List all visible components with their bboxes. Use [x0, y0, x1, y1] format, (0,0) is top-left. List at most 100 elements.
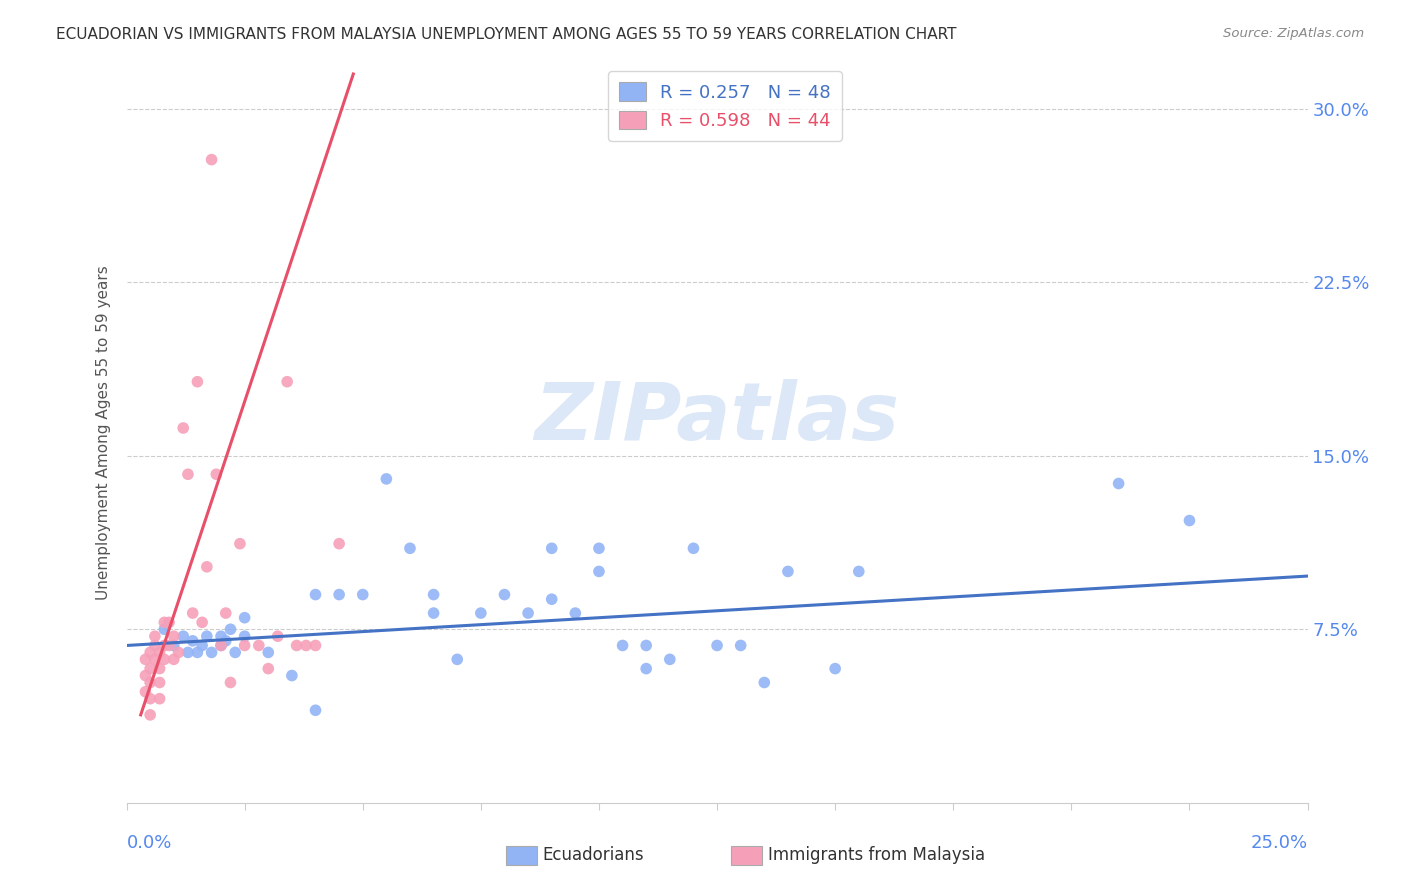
Point: [219, 622, 242, 636]
Point: [167, 645, 190, 659]
Point: [328, 588, 350, 602]
Point: [304, 703, 326, 717]
Point: [540, 592, 562, 607]
Point: [200, 153, 222, 167]
Point: [153, 622, 176, 636]
Point: [177, 467, 200, 482]
Point: [588, 541, 610, 556]
Text: ZIPatlas: ZIPatlas: [534, 379, 900, 457]
Point: [200, 645, 222, 659]
Point: [422, 606, 444, 620]
Legend: R = 0.257   N = 48, R = 0.598   N = 44: R = 0.257 N = 48, R = 0.598 N = 44: [607, 71, 842, 141]
Point: [682, 541, 704, 556]
Point: [139, 675, 162, 690]
Point: [143, 629, 166, 643]
Point: [267, 629, 290, 643]
Point: [215, 633, 238, 648]
Y-axis label: Unemployment Among Ages 55 to 59 years: Unemployment Among Ages 55 to 59 years: [96, 265, 111, 600]
Text: Source: ZipAtlas.com: Source: ZipAtlas.com: [1223, 27, 1364, 40]
Point: [186, 645, 208, 659]
Text: ECUADORIAN VS IMMIGRANTS FROM MALAYSIA UNEMPLOYMENT AMONG AGES 55 TO 59 YEARS CO: ECUADORIAN VS IMMIGRANTS FROM MALAYSIA U…: [56, 27, 956, 42]
Point: [281, 668, 304, 682]
Point: [209, 639, 232, 653]
Point: [139, 707, 162, 722]
Point: [233, 629, 256, 643]
Point: [139, 691, 162, 706]
Point: [139, 645, 162, 659]
Point: [181, 606, 204, 620]
Point: [446, 652, 468, 666]
Point: [149, 662, 172, 676]
Point: [205, 467, 228, 482]
Point: [754, 675, 776, 690]
Point: [636, 639, 658, 653]
Point: [636, 662, 658, 676]
Point: [588, 565, 610, 579]
Point: [191, 639, 214, 653]
Point: [229, 537, 252, 551]
Point: [517, 606, 540, 620]
Point: [163, 639, 186, 653]
Point: [219, 675, 242, 690]
Point: [470, 606, 492, 620]
Point: [422, 588, 444, 602]
Text: Immigrants from Malaysia: Immigrants from Malaysia: [768, 847, 984, 864]
Point: [375, 472, 398, 486]
Point: [181, 633, 204, 648]
Point: [257, 662, 280, 676]
Point: [304, 639, 326, 653]
Point: [612, 639, 634, 653]
Text: 0.0%: 0.0%: [127, 834, 172, 852]
Point: [195, 559, 218, 574]
Point: [163, 629, 186, 643]
Point: [247, 639, 270, 653]
Point: [304, 588, 326, 602]
Point: [257, 645, 280, 659]
Point: [295, 639, 318, 653]
Point: [143, 652, 166, 666]
Point: [328, 537, 350, 551]
Point: [153, 615, 176, 630]
Point: [824, 662, 846, 676]
Point: [276, 375, 298, 389]
Point: [134, 685, 156, 699]
Point: [1178, 514, 1201, 528]
Point: [233, 611, 256, 625]
Point: [658, 652, 681, 666]
Point: [399, 541, 422, 556]
Point: [285, 639, 308, 653]
Point: [494, 588, 516, 602]
Point: [172, 421, 194, 435]
Point: [153, 652, 176, 666]
Point: [224, 645, 246, 659]
Point: [186, 375, 208, 389]
Text: 25.0%: 25.0%: [1250, 834, 1308, 852]
Point: [172, 629, 194, 643]
Point: [143, 639, 166, 653]
Point: [149, 675, 172, 690]
Point: [776, 565, 799, 579]
Point: [209, 629, 232, 643]
Point: [134, 652, 156, 666]
Point: [157, 639, 180, 653]
Point: [139, 662, 162, 676]
Point: [215, 606, 238, 620]
Point: [134, 668, 156, 682]
Point: [157, 615, 180, 630]
Point: [209, 639, 232, 653]
Point: [191, 615, 214, 630]
Point: [149, 645, 172, 659]
Text: Ecuadorians: Ecuadorians: [543, 847, 644, 864]
Point: [352, 588, 374, 602]
Point: [177, 645, 200, 659]
Point: [1108, 476, 1130, 491]
Point: [564, 606, 586, 620]
Point: [848, 565, 870, 579]
Point: [195, 629, 218, 643]
Point: [540, 541, 562, 556]
Point: [233, 639, 256, 653]
Point: [149, 691, 172, 706]
Point: [706, 639, 728, 653]
Point: [153, 639, 176, 653]
Point: [730, 639, 752, 653]
